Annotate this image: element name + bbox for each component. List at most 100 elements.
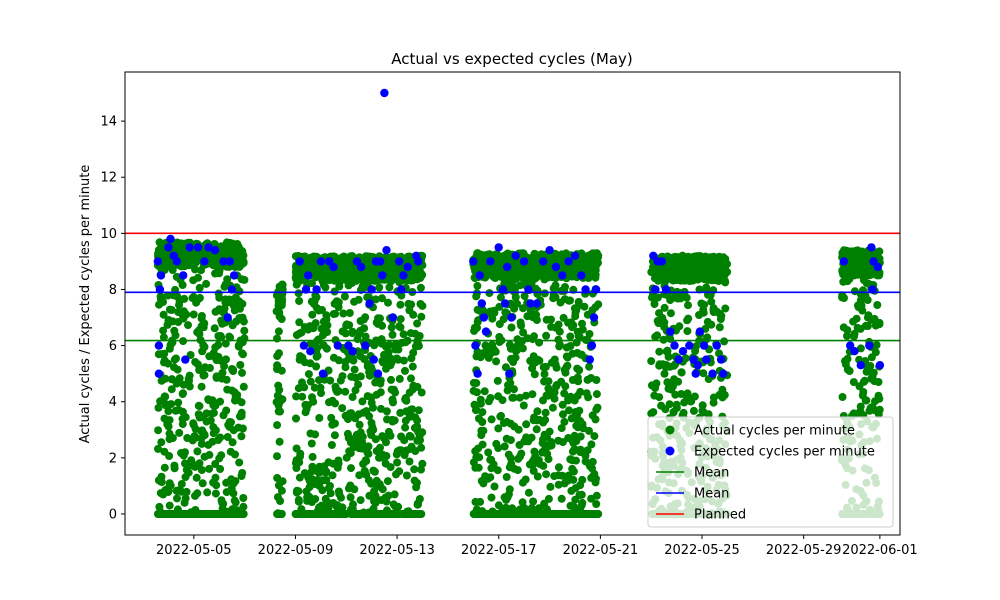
expected-point	[477, 299, 486, 308]
actual-point	[217, 333, 226, 342]
actual-point	[660, 303, 669, 312]
actual-point	[663, 346, 672, 355]
actual-point	[182, 310, 191, 319]
actual-point	[306, 429, 315, 438]
actual-point	[554, 251, 562, 260]
actual-point	[366, 276, 375, 285]
actual-point	[273, 421, 282, 430]
actual-point	[715, 349, 723, 358]
expected-point	[185, 243, 194, 252]
actual-point	[862, 279, 871, 288]
actual-point	[356, 372, 365, 381]
actual-point	[164, 422, 173, 431]
actual-point	[208, 437, 217, 446]
actual-point	[334, 487, 343, 496]
actual-point	[543, 432, 551, 441]
expected-point	[223, 313, 232, 322]
actual-point	[198, 347, 207, 356]
actual-point	[216, 433, 225, 442]
actual-point	[200, 452, 209, 461]
actual-point	[193, 447, 202, 456]
actual-point	[191, 433, 200, 442]
actual-point	[352, 430, 361, 439]
expected-point	[361, 341, 370, 350]
actual-point	[165, 501, 174, 510]
expected-point	[695, 327, 705, 336]
actual-point	[306, 261, 315, 270]
actual-point	[205, 464, 214, 473]
actual-point	[649, 408, 658, 417]
actual-point	[231, 396, 239, 405]
actual-point	[546, 482, 555, 491]
actual-point	[587, 473, 596, 482]
actual-point	[707, 320, 716, 329]
actual-point	[384, 298, 392, 307]
actual-point	[856, 290, 865, 299]
actual-point	[159, 333, 168, 342]
actual-point	[274, 407, 283, 416]
actual-point	[533, 286, 542, 295]
actual-point	[567, 318, 576, 327]
actual-point	[322, 311, 331, 320]
actual-point	[528, 313, 537, 322]
actual-point	[544, 494, 553, 503]
actual-point	[385, 283, 394, 292]
actual-point	[683, 316, 692, 325]
actual-point	[168, 434, 177, 442]
actual-point	[228, 438, 237, 447]
actual-point	[507, 459, 516, 468]
actual-point	[236, 300, 245, 309]
actual-point	[478, 408, 487, 417]
actual-point	[396, 408, 405, 417]
actual-point	[860, 376, 869, 385]
actual-point	[541, 408, 550, 417]
expected-point	[589, 313, 599, 322]
actual-point	[294, 289, 303, 298]
actual-point	[539, 396, 547, 405]
actual-point	[684, 301, 692, 310]
actual-point	[328, 471, 337, 480]
actual-point	[321, 272, 330, 281]
actual-point	[407, 374, 415, 383]
expected-point	[179, 271, 188, 280]
actual-point	[215, 305, 224, 314]
actual-point	[561, 283, 569, 291]
actual-point	[414, 406, 423, 415]
actual-point	[384, 353, 393, 362]
actual-point	[670, 268, 679, 277]
actual-point	[840, 294, 848, 302]
expected-point	[532, 299, 542, 308]
actual-point	[345, 434, 354, 443]
actual-point	[342, 453, 351, 462]
actual-point	[533, 407, 542, 416]
actual-point	[516, 452, 524, 461]
expected-point	[469, 257, 478, 266]
actual-point	[294, 487, 303, 496]
expected-point	[219, 257, 228, 266]
actual-point	[273, 334, 281, 343]
actual-point	[358, 397, 367, 406]
actual-point	[578, 319, 586, 328]
expected-point	[702, 355, 711, 364]
actual-point	[292, 331, 301, 340]
actual-point	[696, 268, 705, 277]
y-tick-label: 6	[109, 339, 117, 354]
actual-point	[544, 455, 553, 464]
actual-point	[671, 390, 680, 399]
actual-point	[864, 269, 873, 278]
actual-point	[338, 503, 347, 512]
expected-point	[494, 243, 503, 252]
expected-point	[193, 243, 203, 252]
actual-point	[321, 265, 330, 274]
actual-point	[560, 417, 569, 426]
actual-point	[707, 276, 716, 285]
actual-point	[386, 260, 395, 269]
actual-point	[576, 350, 585, 359]
actual-point	[702, 284, 711, 293]
actual-point	[563, 510, 571, 518]
actual-point	[163, 291, 172, 300]
actual-point	[513, 335, 522, 344]
actual-point	[195, 459, 204, 468]
actual-point	[530, 370, 539, 379]
expected-point	[657, 257, 666, 266]
